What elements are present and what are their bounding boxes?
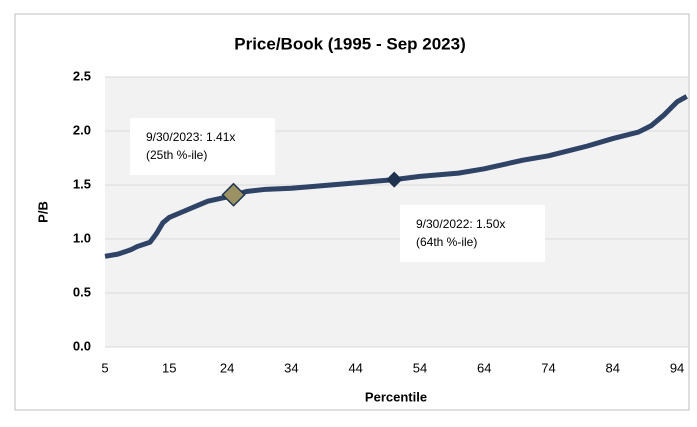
y-tick-label: 2.5 — [73, 68, 91, 83]
annotation-text: (64th %-ile) — [416, 235, 477, 249]
x-tick-label: 15 — [162, 360, 176, 375]
annotation-box — [400, 205, 545, 262]
x-tick-label: 64 — [477, 360, 491, 375]
y-tick-label: 2.0 — [73, 122, 91, 137]
chart-title: Price/Book (1995 - Sep 2023) — [234, 34, 466, 53]
x-tick-label: 24 — [220, 360, 234, 375]
annotation-text: (25th %-ile) — [146, 148, 207, 162]
x-tick-label: 34 — [284, 360, 298, 375]
x-tick-label: 44 — [348, 360, 362, 375]
y-tick-label: 0.5 — [73, 284, 91, 299]
x-axis-label: Percentile — [365, 389, 427, 404]
y-axis-label: P/B — [35, 201, 50, 223]
line-series — [104, 94, 688, 259]
annotation-box — [130, 118, 275, 175]
y-tick-label: 0.0 — [73, 338, 91, 353]
plot-area — [105, 77, 688, 347]
annotation-text: 9/30/2022: 1.50x — [416, 217, 505, 231]
x-tick-label: 84 — [606, 360, 620, 375]
x-tick-label: 5 — [101, 360, 108, 375]
y-tick-label: 1.5 — [73, 176, 91, 191]
x-tick-label: 74 — [541, 360, 555, 375]
marker — [221, 182, 246, 207]
annotation-text: 9/30/2023: 1.41x — [146, 130, 235, 144]
x-tick-label: 54 — [413, 360, 427, 375]
y-tick-label: 1.0 — [73, 230, 91, 245]
marker — [386, 171, 403, 188]
x-tick-label: 94 — [670, 360, 684, 375]
